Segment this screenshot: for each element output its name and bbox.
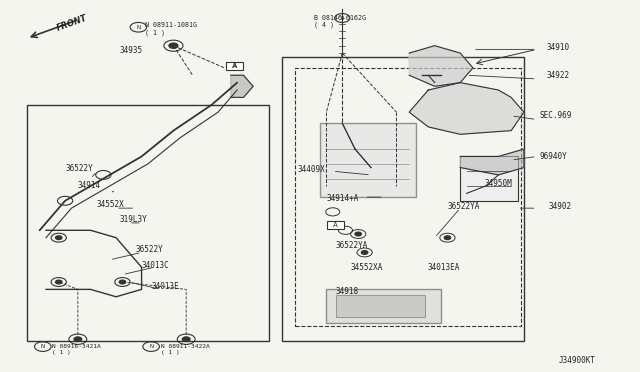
Text: A: A [232, 63, 237, 69]
Polygon shape [409, 83, 524, 134]
Text: FRONT: FRONT [56, 13, 89, 33]
Polygon shape [409, 46, 473, 86]
Bar [282, 57, 524, 341]
Text: 34914+A: 34914+A [326, 195, 359, 203]
Text: 319L3Y: 319L3Y [119, 215, 147, 224]
Text: N 08911-3422A
( 1 ): N 08911-3422A ( 1 ) [161, 344, 209, 355]
Circle shape [74, 337, 82, 341]
Bar [326, 289, 441, 323]
Text: 36522YA: 36522YA [336, 241, 368, 250]
Text: 34950M: 34950M [484, 179, 512, 187]
Text: N 08911-1081G
( 1 ): N 08911-1081G ( 1 ) [145, 22, 196, 36]
Text: 34910: 34910 [546, 43, 570, 52]
Text: A: A [232, 63, 237, 69]
Text: 36522Y: 36522Y [65, 164, 93, 173]
Text: 34935: 34935 [119, 46, 142, 55]
Text: 34552X: 34552X [97, 200, 125, 209]
Text: 34013C: 34013C [141, 261, 170, 270]
Text: B: B [340, 16, 344, 20]
Text: N 08916-3421A
( 1 ): N 08916-3421A ( 1 ) [52, 344, 101, 355]
Bar [336, 295, 425, 317]
Text: 34922: 34922 [546, 71, 570, 80]
Circle shape [119, 280, 125, 284]
Text: B 08146-6162G
( 4 ): B 08146-6162G ( 4 ) [314, 15, 365, 28]
Text: 36522Y: 36522Y [135, 245, 163, 254]
Text: 34918: 34918 [336, 287, 359, 296]
Circle shape [444, 236, 451, 240]
Circle shape [56, 236, 62, 240]
Circle shape [355, 232, 362, 236]
Text: 34409X: 34409X [298, 165, 326, 174]
Circle shape [182, 337, 190, 341]
Bar [320, 123, 415, 197]
Text: N: N [149, 344, 153, 349]
Bar [460, 157, 518, 201]
Text: 34013EA: 34013EA [427, 263, 460, 272]
Bar [27, 105, 269, 341]
Text: 34013E: 34013E [151, 282, 179, 291]
Polygon shape [460, 149, 524, 175]
Circle shape [56, 280, 62, 284]
Text: N: N [41, 344, 45, 349]
FancyBboxPatch shape [327, 221, 344, 229]
Text: N: N [136, 25, 140, 30]
Text: J34900KT: J34900KT [559, 356, 596, 365]
Text: 36522YA: 36522YA [447, 202, 480, 211]
FancyBboxPatch shape [227, 62, 243, 70]
Bar [294, 68, 521, 326]
Text: 96940Y: 96940Y [540, 152, 568, 161]
Circle shape [169, 43, 178, 48]
Text: SEC.969: SEC.969 [540, 111, 572, 121]
Text: 34552XA: 34552XA [351, 263, 383, 272]
Polygon shape [231, 75, 253, 97]
Text: 34902: 34902 [548, 202, 572, 211]
Text: A: A [333, 222, 338, 228]
Text: 34914: 34914 [78, 182, 101, 190]
Circle shape [362, 251, 368, 254]
